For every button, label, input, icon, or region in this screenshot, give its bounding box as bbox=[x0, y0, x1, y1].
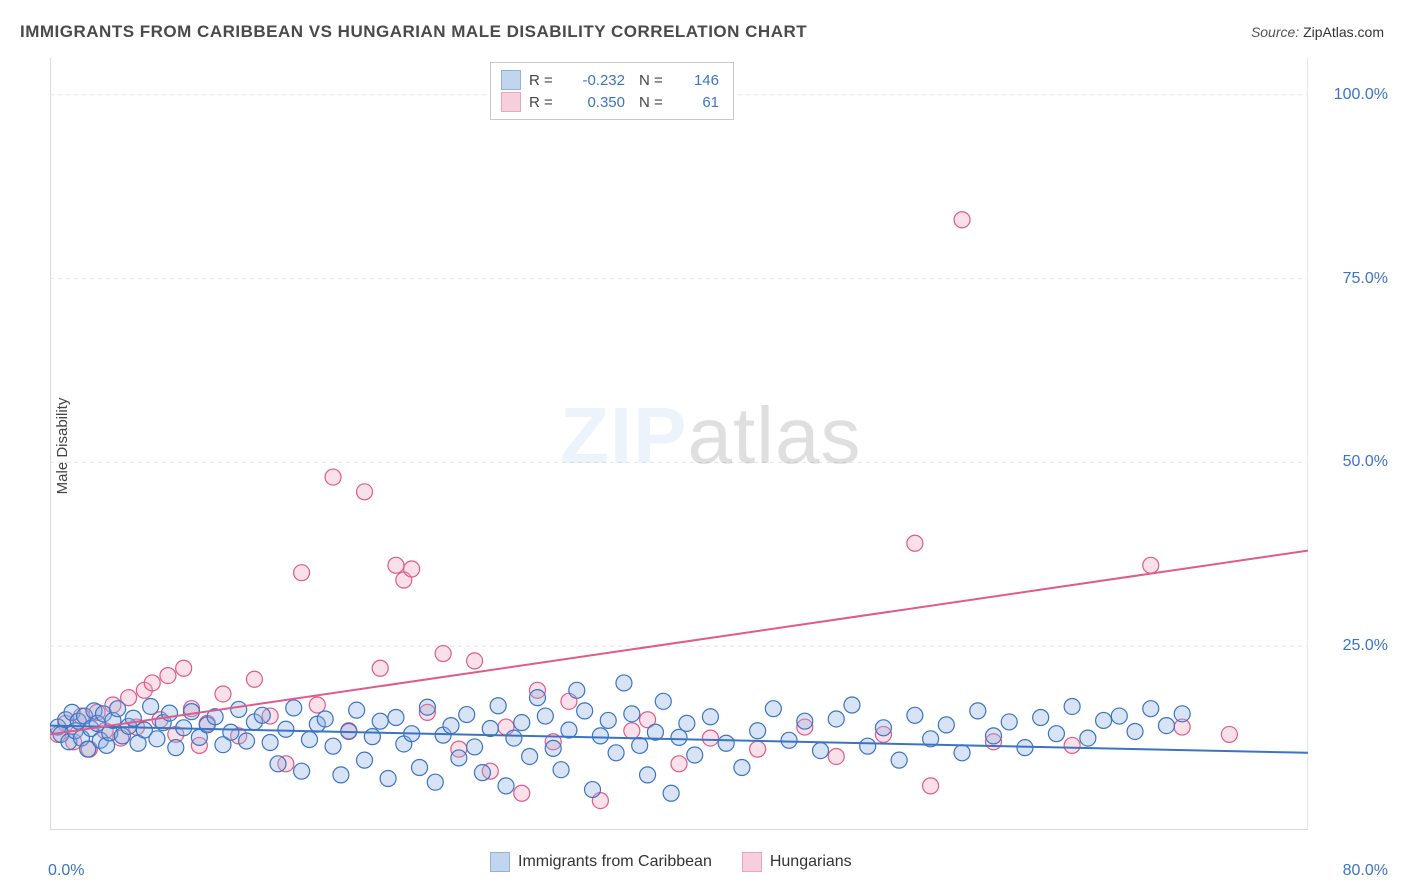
r-label: R = bbox=[529, 94, 557, 111]
legend-label: Hungarians bbox=[770, 853, 852, 871]
legend-item: Immigrants from Caribbean bbox=[490, 852, 712, 872]
r-label: R = bbox=[529, 72, 557, 89]
legend-row: R = -0.232 N = 146 bbox=[501, 69, 719, 91]
legend-item: Hungarians bbox=[742, 852, 852, 872]
r-value: 0.350 bbox=[565, 94, 625, 111]
scatter-plot bbox=[50, 58, 1308, 830]
series-legend: Immigrants from Caribbean Hungarians bbox=[490, 852, 852, 872]
chart-title: IMMIGRANTS FROM CARIBBEAN VS HUNGARIAN M… bbox=[20, 22, 807, 42]
n-label: N = bbox=[639, 72, 671, 89]
source-credit: Source: ZipAtlas.com bbox=[1251, 24, 1384, 40]
source-label: Source: bbox=[1251, 24, 1299, 40]
correlation-legend: R = -0.232 N = 146 R = 0.350 N = 61 bbox=[490, 62, 734, 120]
y-tick-label: 100.0% bbox=[1334, 86, 1388, 104]
legend-row: R = 0.350 N = 61 bbox=[501, 91, 719, 113]
r-value: -0.232 bbox=[565, 72, 625, 89]
n-value: 61 bbox=[679, 94, 719, 111]
y-tick-label: 75.0% bbox=[1343, 270, 1388, 288]
y-tick-label: 50.0% bbox=[1343, 453, 1388, 471]
x-tick-label: 80.0% bbox=[1343, 862, 1388, 880]
n-label: N = bbox=[639, 94, 671, 111]
legend-label: Immigrants from Caribbean bbox=[518, 853, 712, 871]
source-value: ZipAtlas.com bbox=[1303, 24, 1384, 40]
legend-swatch bbox=[742, 852, 762, 872]
y-tick-label: 25.0% bbox=[1343, 637, 1388, 655]
x-tick-label: 0.0% bbox=[48, 862, 84, 880]
n-value: 146 bbox=[679, 72, 719, 89]
legend-swatch bbox=[501, 70, 521, 90]
legend-swatch bbox=[490, 852, 510, 872]
legend-swatch bbox=[501, 92, 521, 112]
